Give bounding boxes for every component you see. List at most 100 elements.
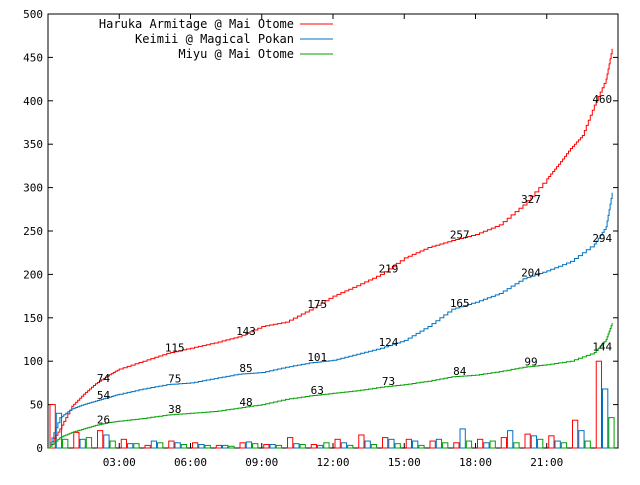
data-label: 257 (450, 229, 470, 242)
y-tick-label: 500 (23, 8, 43, 21)
hourly-bar (608, 417, 615, 449)
hourly-bar (323, 442, 330, 449)
hourly-bar (275, 444, 283, 449)
hourly-bar (127, 443, 134, 449)
data-label: 73 (382, 375, 395, 388)
hourly-bar (554, 440, 561, 449)
hourly-bar (465, 440, 473, 449)
hourly-bar (299, 444, 306, 449)
hourly-bar (168, 440, 175, 449)
data-label: 74 (97, 372, 111, 385)
hourly-bar (382, 437, 389, 449)
hourly-bar (79, 438, 86, 449)
legend-label: Haruka Armitage @ Mai Otome (99, 17, 294, 31)
hourly-bar (150, 440, 158, 449)
hourly-bar (120, 438, 128, 449)
data-label: 85 (239, 362, 252, 375)
x-tick-label: 12:00 (316, 456, 349, 469)
hourly-bar (347, 444, 354, 449)
data-label: 48 (239, 396, 252, 409)
data-label: 165 (450, 297, 470, 310)
data-label: 143 (236, 325, 256, 338)
x-tick-label: 06:00 (174, 456, 207, 469)
hourly-bar (483, 442, 490, 449)
hourly-bar (405, 438, 413, 449)
hourly-bar (245, 441, 253, 449)
plot-frame (47, 13, 619, 449)
x-tick-label: 03:00 (103, 456, 136, 469)
data-label: 327 (521, 193, 541, 206)
x-tick-label: 18:00 (459, 456, 492, 469)
data-label: 460 (592, 93, 612, 106)
series-layer (48, 48, 613, 449)
hourly-bar (364, 440, 371, 449)
hourly-bar (442, 442, 449, 449)
hourly-bar (477, 438, 484, 449)
hourly-bar (500, 437, 508, 449)
series-line-1 (48, 192, 613, 449)
y-tick-label: 300 (23, 182, 43, 195)
hourly-bar (317, 444, 324, 449)
hourly-bar (418, 444, 425, 449)
hourly-bar (144, 444, 151, 449)
hourly-bar (157, 442, 164, 449)
hourly-bar (310, 444, 318, 449)
x-tick-label: 21:00 (530, 456, 563, 469)
y-tick-label: 150 (23, 312, 43, 325)
hourly-bar (222, 444, 229, 449)
y-tick-label: 250 (23, 225, 43, 238)
x-tick-label: 09:00 (245, 456, 278, 469)
hourly-bar (180, 444, 188, 449)
data-label: 26 (97, 413, 110, 426)
hourly-bar (252, 443, 259, 449)
y-tick-label: 350 (23, 138, 43, 151)
axes-layer: 0 50 100 150 200 250 300 350 400 450 500 03:00 06:00… (23, 8, 619, 469)
hourly-bar (572, 419, 579, 449)
hourly-bar (453, 442, 460, 449)
hourly-bar (192, 442, 199, 449)
data-label: 115 (165, 341, 185, 354)
y-tick-label: 450 (23, 51, 43, 64)
legend-label: Miyu @ Mai Otome (178, 47, 294, 61)
hourly-bar (595, 360, 603, 449)
hourly-bar (507, 430, 514, 449)
hourly-bar (133, 443, 140, 449)
hourly-bar (370, 444, 378, 449)
y-tick-label: 200 (23, 268, 43, 281)
data-label: 294 (592, 232, 612, 245)
series-line-0 (48, 48, 613, 449)
hourly-bar (287, 437, 294, 449)
data-label: 84 (453, 365, 467, 378)
hourly-bar (459, 428, 466, 449)
hourly-bar (62, 438, 69, 449)
hourly-bar (584, 440, 591, 449)
y-tick-label: 400 (23, 95, 43, 108)
hourly-bar (530, 435, 538, 449)
y-tick-label: 100 (23, 355, 43, 368)
hourly-bar (215, 444, 223, 449)
hourly-bar (513, 442, 520, 449)
hourly-bar (228, 445, 235, 449)
data-labels-layer: 74 115 143 175 219 257 327 460 54 75 85 101 124 165 20… (97, 93, 613, 426)
hourly-bar (269, 444, 276, 449)
hourly-bar (412, 440, 419, 449)
hourly-bar (489, 440, 496, 449)
hourly-bar (537, 438, 544, 449)
hourly-bar (239, 442, 246, 449)
data-label: 124 (379, 336, 399, 349)
hourly-bar (394, 443, 401, 449)
hourly-bar (174, 442, 181, 449)
data-label: 204 (521, 267, 541, 280)
hourly-bar (204, 444, 211, 449)
data-label: 99 (524, 355, 537, 368)
hourly-bar (109, 440, 116, 449)
data-label: 63 (311, 384, 324, 397)
hourly-bar (73, 431, 80, 449)
data-label: 38 (168, 403, 181, 416)
data-label: 144 (592, 341, 612, 354)
hourly-bar (429, 440, 436, 449)
hourly-bar (85, 437, 93, 449)
